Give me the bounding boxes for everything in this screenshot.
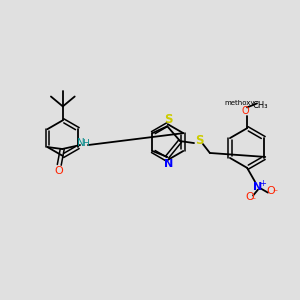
Text: O: O (241, 106, 249, 116)
Text: ⁻: ⁻ (250, 196, 256, 206)
Text: S: S (164, 113, 172, 126)
Text: O: O (246, 192, 254, 202)
Text: N: N (164, 159, 173, 169)
Text: ⁻: ⁻ (272, 189, 278, 199)
Text: O: O (54, 166, 63, 176)
Text: O: O (266, 186, 275, 196)
Text: methoxy: methoxy (224, 100, 254, 106)
Text: CH₃: CH₃ (252, 101, 268, 110)
Text: +: + (260, 179, 266, 188)
Text: N: N (77, 138, 85, 148)
Text: H: H (82, 139, 88, 148)
Text: N: N (254, 182, 262, 192)
Text: S: S (195, 134, 203, 147)
